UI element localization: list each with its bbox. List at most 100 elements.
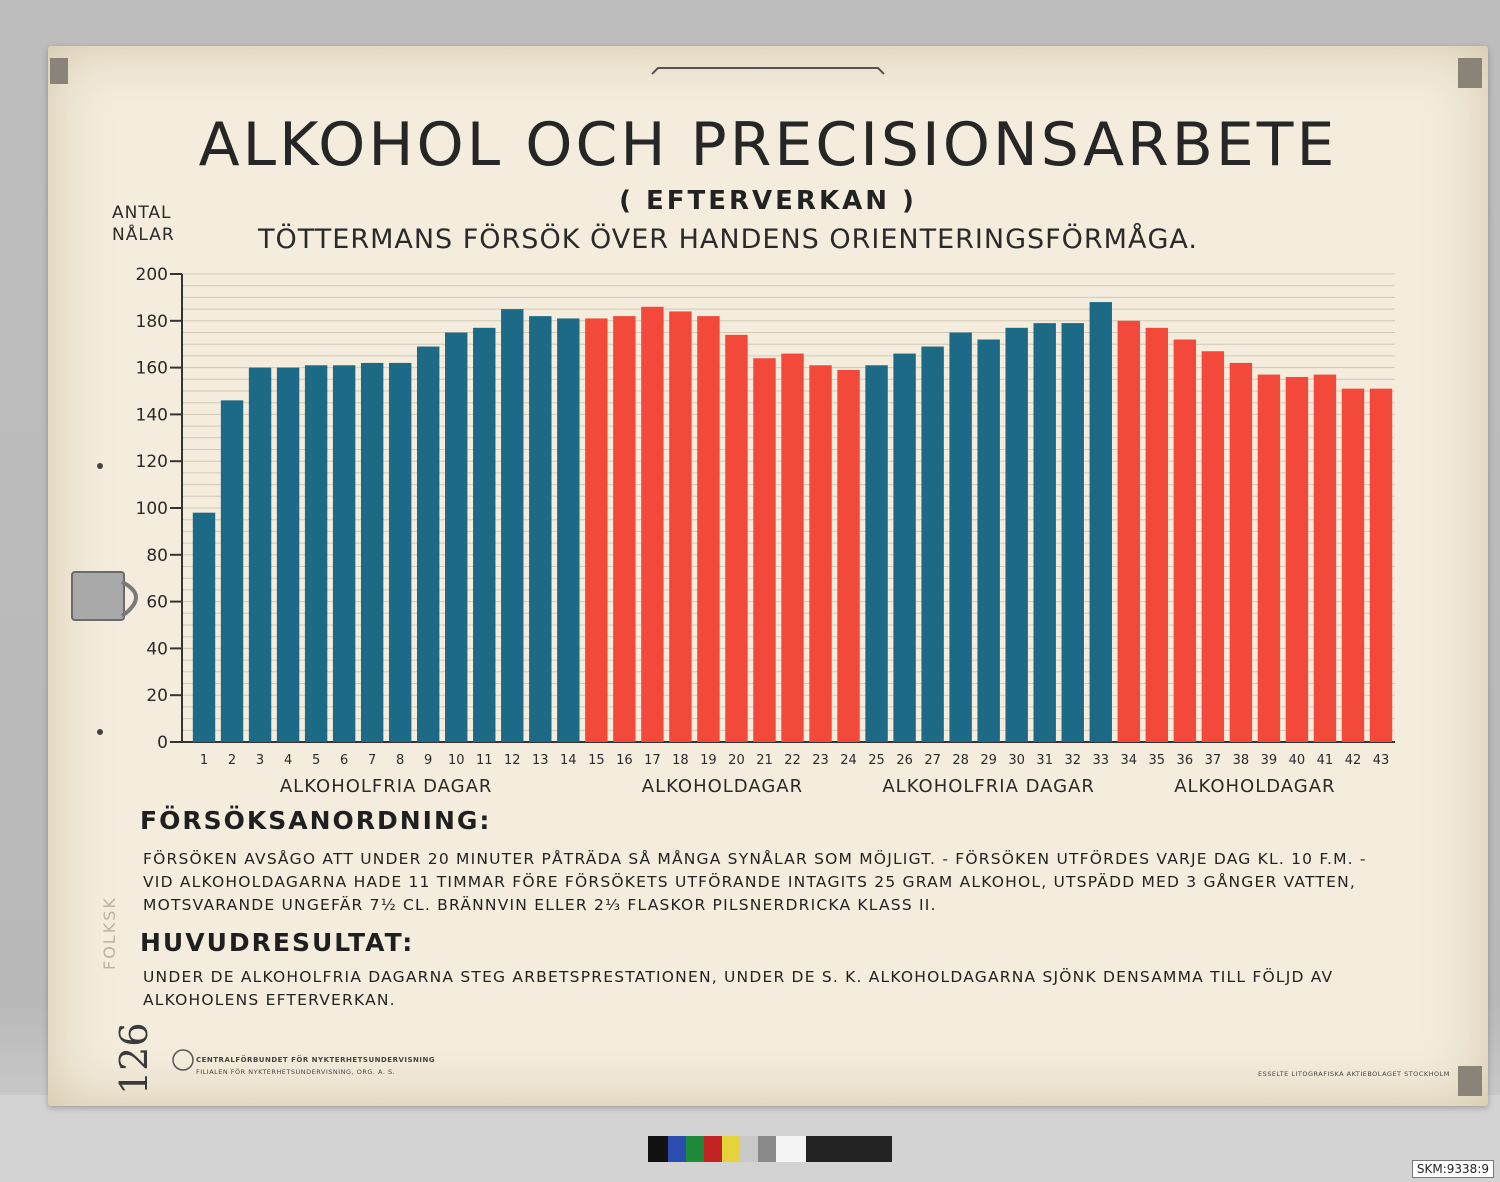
x-tick-label: 41 bbox=[1317, 753, 1334, 768]
bar-day-2 bbox=[220, 400, 244, 742]
bar-day-35 bbox=[1145, 327, 1169, 742]
x-tick-label: 29 bbox=[980, 753, 997, 768]
x-tick-label: 37 bbox=[1205, 753, 1222, 768]
scale-swatch bbox=[668, 1136, 686, 1162]
group-label: ALKOHOLFRIA DAGAR bbox=[882, 776, 1095, 797]
y-axis-label-line1: ANTAL bbox=[112, 203, 172, 223]
scale-swatch bbox=[722, 1136, 740, 1162]
x-tick-label: 34 bbox=[1121, 753, 1138, 768]
x-tick-label: 10 bbox=[448, 753, 465, 768]
bar-day-43 bbox=[1369, 388, 1393, 742]
x-tick-label: 32 bbox=[1064, 753, 1081, 768]
group-label: ALKOHOLDAGAR bbox=[1174, 776, 1335, 797]
y-tick-label: 80 bbox=[146, 546, 168, 566]
bar-day-21 bbox=[753, 358, 776, 742]
x-tick-label: 36 bbox=[1177, 753, 1194, 768]
x-tick-label: 4 bbox=[284, 753, 292, 768]
bar-day-18 bbox=[669, 311, 692, 742]
bar-day-34 bbox=[1117, 320, 1140, 742]
subtitle: ( EFTERVERKAN ) bbox=[619, 186, 917, 216]
bar-day-7 bbox=[360, 362, 384, 742]
accession-label: SKM:9338:9 bbox=[1411, 1160, 1494, 1178]
y-tick-label: 120 bbox=[136, 452, 168, 472]
bar-day-26 bbox=[893, 353, 916, 742]
bar-day-39 bbox=[1257, 374, 1281, 742]
bar-day-9 bbox=[416, 346, 440, 742]
bar-day-15 bbox=[585, 318, 608, 742]
bar-day-31 bbox=[1033, 323, 1056, 742]
y-tick-label: 60 bbox=[146, 593, 168, 613]
setup-title: FÖRSÖKSANORDNING: bbox=[140, 806, 492, 835]
x-tick-label: 13 bbox=[532, 753, 549, 768]
x-tick-label: 12 bbox=[504, 753, 521, 768]
x-tick-label: 43 bbox=[1373, 753, 1390, 768]
x-tick-label: 19 bbox=[700, 753, 717, 768]
bar-day-42 bbox=[1341, 388, 1365, 742]
x-tick-label: 28 bbox=[952, 753, 969, 768]
x-tick-label: 7 bbox=[368, 753, 376, 768]
bar-day-3 bbox=[248, 367, 272, 742]
bar-day-41 bbox=[1313, 374, 1337, 742]
y-tick-label: 20 bbox=[146, 686, 168, 706]
bar-day-40 bbox=[1285, 376, 1309, 742]
bar-day-5 bbox=[304, 365, 328, 742]
y-tick-label: 200 bbox=[136, 265, 168, 285]
x-tick-label: 25 bbox=[868, 753, 885, 768]
bar-day-10 bbox=[445, 332, 468, 742]
y-axis-label: ANTAL NÅLAR bbox=[112, 202, 202, 246]
bar-day-38 bbox=[1229, 362, 1253, 742]
scale-swatch bbox=[686, 1136, 704, 1162]
x-tick-label: 9 bbox=[424, 753, 432, 768]
group-label: ALKOHOLDAGAR bbox=[642, 776, 803, 797]
printer-credit: ESSELTE LITOGRAFISKA AKTIEBOLAGET STOCKH… bbox=[1258, 1070, 1450, 1078]
bar-day-36 bbox=[1173, 339, 1197, 742]
x-tick-label: 3 bbox=[256, 753, 264, 768]
experiment-heading: TÖTTERMANS FÖRSÖK ÖVER HANDENS ORIENTERI… bbox=[258, 224, 1198, 255]
bar-day-33 bbox=[1089, 302, 1112, 742]
color-scale-bar bbox=[648, 1136, 892, 1162]
bar-day-8 bbox=[388, 362, 412, 742]
bar-day-17 bbox=[641, 306, 664, 742]
bar-day-25 bbox=[865, 365, 888, 742]
x-tick-label: 22 bbox=[784, 753, 801, 768]
x-tick-label: 33 bbox=[1092, 753, 1109, 768]
x-tick-label: 35 bbox=[1149, 753, 1166, 768]
bar-day-24 bbox=[837, 369, 860, 742]
bar-day-20 bbox=[725, 334, 748, 742]
publisher-subtitle: FILIALEN FÖR NYKTERHETSUNDERVISNING, ORG… bbox=[196, 1068, 396, 1076]
scale-swatch bbox=[806, 1136, 892, 1162]
catalog-number: 126 bbox=[112, 1022, 156, 1095]
x-tick-label: 40 bbox=[1289, 753, 1306, 768]
x-tick-label: 6 bbox=[340, 753, 348, 768]
bar-day-6 bbox=[332, 365, 356, 742]
x-tick-label: 42 bbox=[1345, 753, 1362, 768]
x-tick-label: 24 bbox=[840, 753, 857, 768]
y-axis-label-line2: NÅLAR bbox=[112, 225, 175, 245]
bar-day-12 bbox=[501, 309, 524, 742]
x-tick-label: 15 bbox=[588, 753, 605, 768]
scale-swatch bbox=[704, 1136, 722, 1162]
x-tick-label: 21 bbox=[756, 753, 773, 768]
x-tick-label: 11 bbox=[476, 753, 493, 768]
bar-day-14 bbox=[557, 318, 580, 742]
bar-day-29 bbox=[977, 339, 1000, 742]
x-tick-label: 27 bbox=[924, 753, 941, 768]
y-tick-label: 40 bbox=[146, 639, 168, 659]
bar-day-16 bbox=[613, 316, 636, 742]
result-title: HUVUDRESULTAT: bbox=[140, 928, 415, 957]
group-label: ALKOHOLFRIA DAGAR bbox=[280, 776, 493, 797]
x-tick-label: 8 bbox=[396, 753, 404, 768]
bar-day-4 bbox=[276, 367, 300, 742]
x-tick-label: 18 bbox=[672, 753, 689, 768]
x-tick-label: 14 bbox=[560, 753, 577, 768]
side-label: FOLKSK bbox=[100, 896, 119, 970]
x-tick-label: 26 bbox=[896, 753, 913, 768]
x-tick-label: 39 bbox=[1261, 753, 1278, 768]
x-tick-label: 38 bbox=[1233, 753, 1250, 768]
x-tick-label: 1 bbox=[200, 753, 208, 768]
bar-day-27 bbox=[921, 346, 944, 742]
bar-day-37 bbox=[1201, 351, 1225, 742]
bar-day-13 bbox=[529, 316, 552, 742]
setup-text: Försöken avsågo att under 20 minuter påt… bbox=[143, 850, 1367, 914]
x-tick-label: 23 bbox=[812, 753, 829, 768]
